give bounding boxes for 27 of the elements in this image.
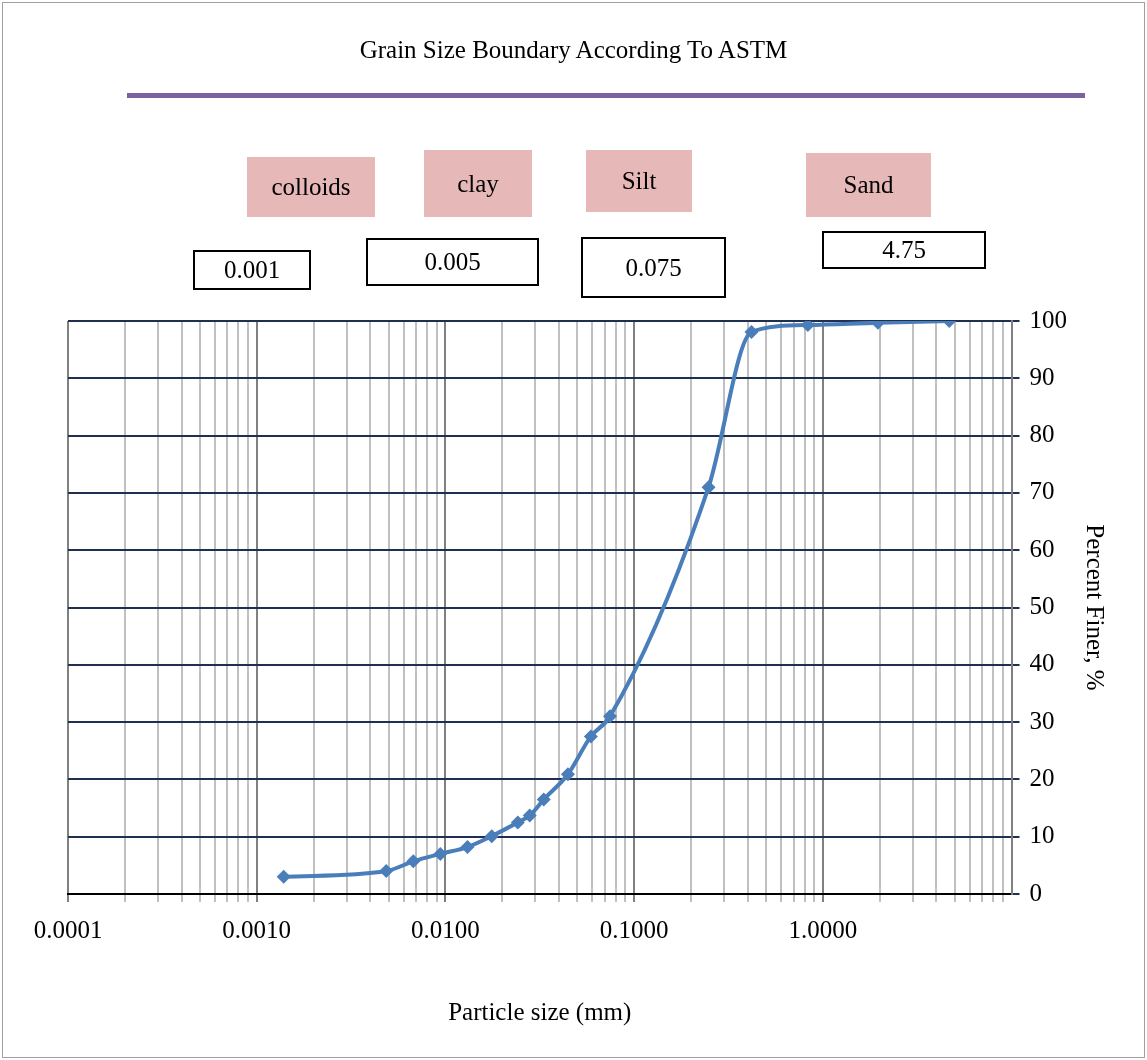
text: Silt: [586, 150, 692, 212]
y-tick-label: 40: [1029, 649, 1055, 677]
x-axis-title: Particle size (mm): [448, 997, 632, 1026]
text: 0.001: [193, 250, 311, 290]
y-tick-label: 90: [1029, 362, 1055, 390]
text: clay: [424, 150, 532, 217]
y-tick-label: 10: [1029, 821, 1055, 849]
text: Sand: [806, 153, 931, 217]
text: 4.75: [822, 231, 986, 269]
y-tick-label: 70: [1029, 477, 1055, 505]
y-axis-title: Percent Finer, %: [1082, 524, 1110, 691]
x-tick-label: 0.1000: [599, 915, 669, 943]
text: colloids: [247, 157, 375, 217]
y-tick-label: 30: [1029, 706, 1055, 734]
x-tick-label: 0.0010: [222, 915, 292, 943]
text: 0.005: [366, 238, 539, 286]
text: 0.075: [581, 237, 726, 298]
chart-title: Grain Size Boundary According To ASTM: [358, 36, 789, 64]
x-tick-label: 0.0100: [411, 915, 480, 943]
y-tick-label: 60: [1029, 534, 1055, 562]
y-tick-label: 0: [1029, 878, 1042, 906]
x-tick-label: 1.0000: [788, 915, 858, 943]
x-tick-label: 0.0001: [33, 915, 103, 943]
y-tick-label: 80: [1029, 420, 1055, 448]
y-tick-label: 100: [1029, 305, 1067, 333]
y-tick-label: 20: [1029, 763, 1055, 791]
y-tick-label: 50: [1029, 592, 1055, 620]
